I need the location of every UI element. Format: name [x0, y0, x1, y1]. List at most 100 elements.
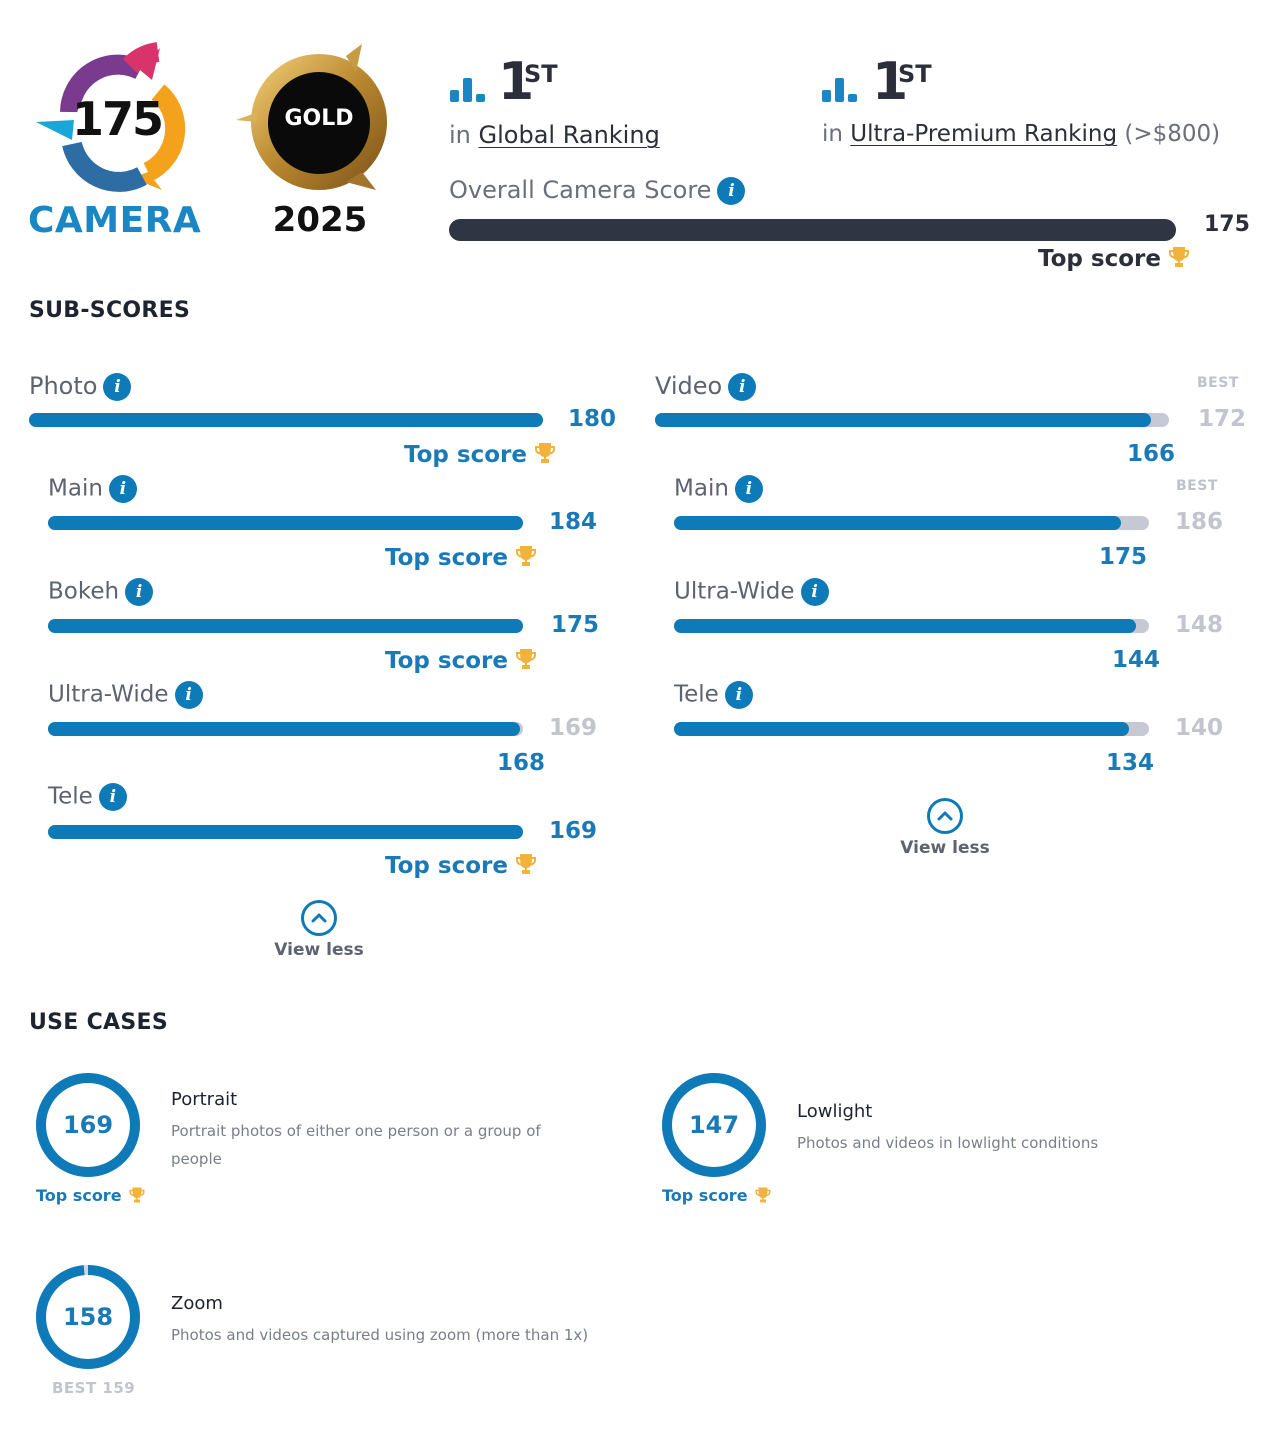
lowlight-ring-arc	[662, 1073, 766, 1177]
video-best-score: 172	[1198, 406, 1247, 432]
premium-rank-line: in Ultra-Premium Ranking (>$800)	[822, 121, 1220, 147]
global-ranking-link[interactable]: Global Ranking	[478, 121, 660, 149]
chevron-up-icon	[301, 900, 337, 936]
top-score-label: Top score	[662, 1186, 748, 1205]
gold-award-center	[268, 72, 370, 174]
info-icon[interactable]: i	[717, 177, 746, 205]
video-tele-bar-fill	[674, 722, 1129, 736]
photo-label-text: Photo	[29, 372, 98, 400]
photo-tele-top-score: Top score	[385, 852, 538, 879]
photo-ultrawide-bar-fill	[48, 722, 521, 736]
info-icon[interactable]: i	[728, 373, 757, 401]
info-icon[interactable]: i	[800, 578, 829, 606]
photo-ultrawide-score: 168	[497, 750, 546, 776]
overall-top-score: Top score	[1038, 245, 1191, 272]
info-icon[interactable]: i	[98, 783, 127, 811]
photo-top-score: Top score	[404, 441, 557, 468]
gold-award-label: GOLD	[284, 106, 354, 131]
video-ultrawide-label: Ultra-Wide i	[674, 578, 829, 606]
video-main-label: Main i	[674, 475, 763, 503]
portrait-score-ring	[36, 1073, 140, 1177]
video-tele-bar	[674, 722, 1149, 736]
photo-bar	[29, 413, 543, 427]
ranking-bars-icon	[822, 78, 860, 102]
top-score-label: Top score	[404, 442, 527, 468]
lowlight-top-score: Top score	[662, 1186, 772, 1205]
use-cases-title: USE CASES	[29, 1010, 168, 1035]
chevron-up-icon	[927, 798, 963, 834]
info-icon[interactable]: i	[103, 373, 132, 401]
photo-bokeh-bar-fill	[48, 619, 523, 633]
photo-tele-label: Tele i	[48, 783, 127, 811]
photo-label: Photo i	[29, 372, 132, 401]
photo-main-bar	[48, 516, 523, 530]
zoom-best-score: BEST 159	[52, 1379, 136, 1397]
video-main-bar-fill	[674, 516, 1121, 530]
video-bar	[655, 413, 1169, 427]
portrait-title: Portrait	[171, 1089, 238, 1110]
premium-rank-suffix: ST	[898, 60, 932, 88]
video-bar-fill	[655, 413, 1152, 427]
photo-ultrawide-label-text: Ultra-Wide	[48, 681, 169, 708]
video-main-score: 175	[1099, 544, 1148, 570]
photo-main-label-text: Main	[48, 475, 103, 502]
video-label-text: Video	[655, 372, 723, 400]
camera-badge-emblem-icon	[36, 42, 186, 192]
subscores-title: SUB-SCORES	[29, 298, 191, 323]
info-icon[interactable]: i	[734, 475, 763, 503]
video-ultrawide-bar-fill	[674, 619, 1137, 633]
video-ultrawide-bar	[674, 619, 1149, 633]
top-score-label: Top score	[1038, 246, 1161, 272]
premium-price-range: (>$800)	[1124, 121, 1221, 147]
zoom-score-ring	[36, 1265, 140, 1369]
info-icon[interactable]: i	[125, 578, 154, 606]
global-rank-suffix: ST	[524, 60, 558, 88]
video-main-bar	[674, 516, 1149, 530]
photo-tele-bar	[48, 825, 523, 839]
photo-view-less-button[interactable]: View less	[259, 900, 379, 960]
video-main-best-label: BEST	[1176, 478, 1218, 494]
top-score-label: Top score	[385, 648, 508, 674]
video-ultrawide-label-text: Ultra-Wide	[674, 578, 795, 605]
photo-tele-score: 169	[549, 818, 598, 844]
portrait-description: Portrait photos of either one person or …	[171, 1122, 541, 1168]
video-ultrawide-best-score: 148	[1175, 612, 1224, 638]
overall-score-value: 175	[1204, 212, 1250, 237]
top-score-label: Top score	[385, 545, 508, 571]
photo-main-label: Main i	[48, 475, 137, 503]
global-rank-line: in Global Ranking	[449, 121, 660, 149]
zoom-score: 158	[62, 1303, 114, 1331]
info-icon[interactable]: i	[724, 681, 753, 709]
photo-bokeh-label-text: Bokeh	[48, 578, 120, 605]
video-label: Video i	[655, 372, 757, 401]
portrait-top-score: Top score	[36, 1186, 146, 1205]
photo-bokeh-top-score: Top score	[385, 647, 538, 674]
portrait-ring-arc	[36, 1073, 140, 1177]
photo-main-top-score: Top score	[385, 544, 538, 571]
trophy-icon	[515, 854, 536, 874]
view-less-label: View less	[900, 838, 990, 858]
overall-score-label-text: Overall Camera Score	[449, 176, 712, 204]
photo-score: 180	[568, 406, 617, 432]
trophy-icon	[1168, 247, 1189, 267]
camera-badge-score: 175	[71, 92, 164, 146]
top-score-label: Top score	[36, 1186, 122, 1205]
trophy-icon	[515, 546, 536, 566]
info-icon[interactable]: i	[174, 681, 203, 709]
video-tele-score: 134	[1106, 750, 1155, 776]
video-tele-label-text: Tele	[674, 681, 719, 708]
photo-ultrawide-label: Ultra-Wide i	[48, 681, 203, 709]
photo-tele-bar-fill	[48, 825, 523, 839]
video-view-less-button[interactable]: View less	[885, 798, 1005, 858]
info-icon[interactable]: i	[108, 475, 137, 503]
photo-bokeh-score: 175	[551, 612, 600, 638]
ultra-premium-ranking-link[interactable]: Ultra-Premium Ranking	[850, 121, 1118, 147]
video-tele-best-score: 140	[1175, 715, 1224, 741]
lowlight-description: Photos and videos in lowlight conditions	[797, 1134, 1099, 1152]
video-main-best-score: 186	[1175, 509, 1224, 535]
trophy-icon	[755, 1187, 771, 1203]
zoom-ring-arc	[36, 1265, 140, 1369]
photo-bokeh-label: Bokeh i	[48, 578, 154, 606]
zoom-description: Photos and videos captured using zoom (m…	[171, 1326, 589, 1344]
global-rank-position: 1	[498, 52, 535, 112]
